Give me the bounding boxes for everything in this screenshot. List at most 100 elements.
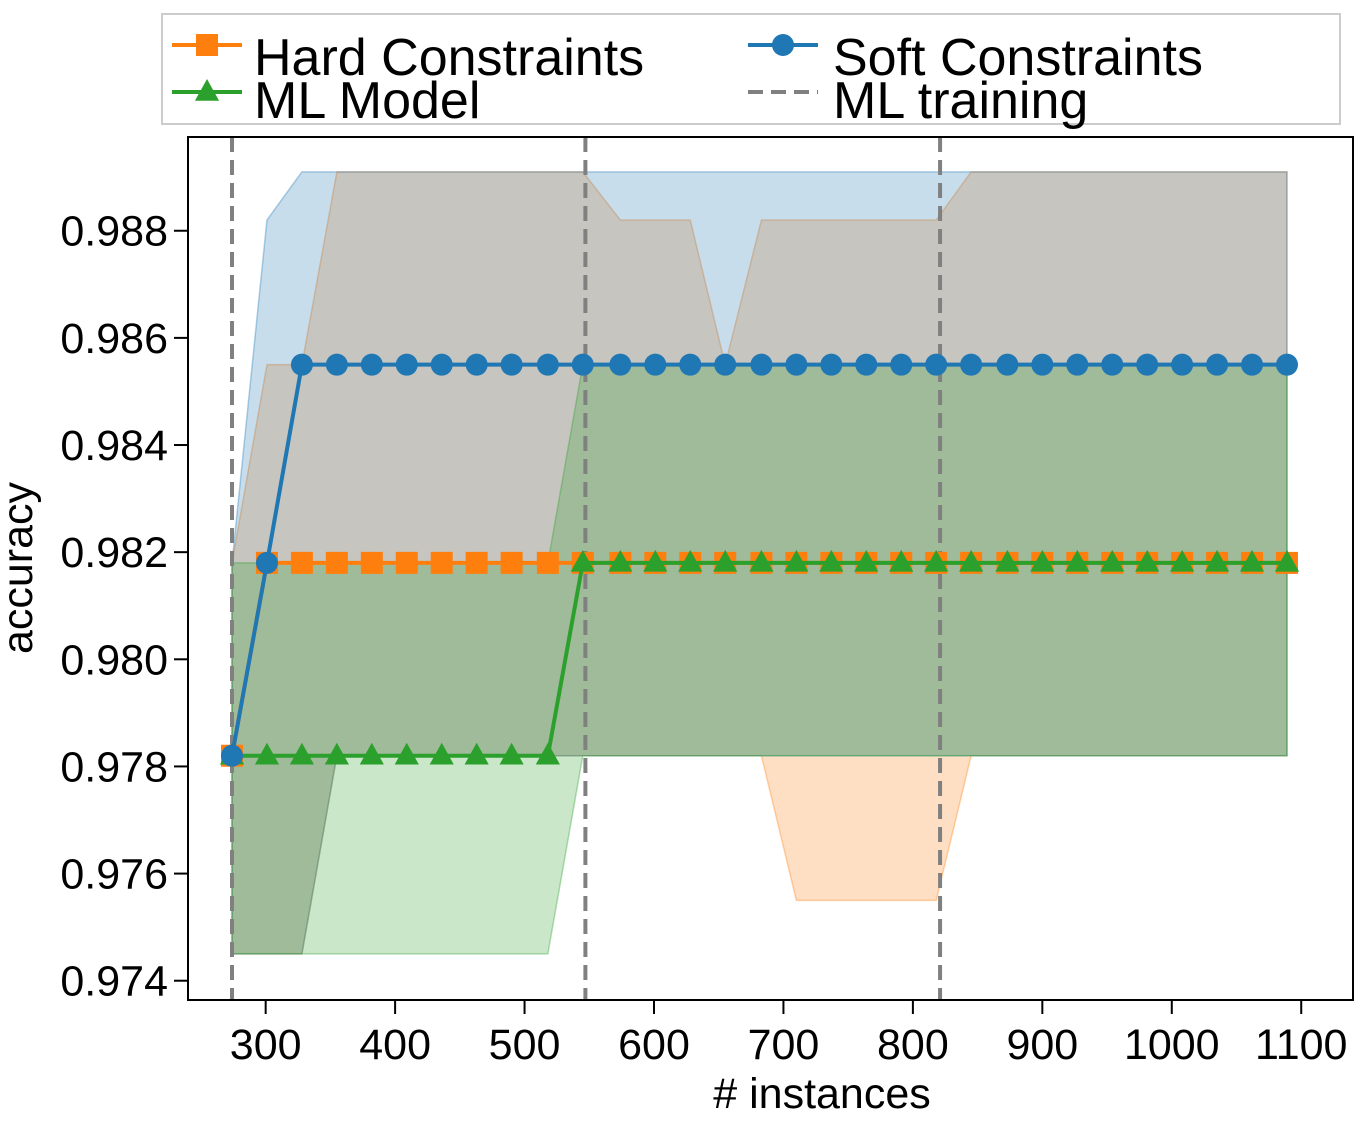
y-tick-label: 0.974 bbox=[60, 958, 168, 1006]
point-ml-model-3 bbox=[289, 742, 315, 765]
point-hard-constraints-6 bbox=[395, 551, 418, 574]
point-soft-constraints-21 bbox=[925, 353, 948, 376]
point-soft-constraints-26 bbox=[1101, 353, 1124, 376]
point-ml-model-14 bbox=[678, 549, 703, 572]
point-soft-constraints-12 bbox=[609, 353, 632, 376]
point-soft-constraints-16 bbox=[750, 353, 773, 376]
point-soft-constraints-14 bbox=[679, 353, 702, 376]
x-tick-label: 400 bbox=[359, 1021, 431, 1069]
legend: Hard Constraints Soft Constraints ML Model… bbox=[161, 13, 1341, 130]
x-tick-label: 800 bbox=[877, 1021, 949, 1069]
point-ml-model-30 bbox=[1239, 549, 1265, 572]
y-tick-label: 0.984 bbox=[60, 422, 168, 470]
point-ml-model-20 bbox=[889, 549, 914, 572]
point-soft-constraints-18 bbox=[820, 353, 843, 376]
point-soft-constraints-4 bbox=[325, 353, 348, 376]
point-ml-model-11 bbox=[570, 549, 595, 572]
legend-item-soft-constraints: Soft Constraints bbox=[748, 29, 1203, 87]
point-ml-model-29 bbox=[1204, 549, 1230, 572]
point-hard-constraints-4 bbox=[325, 551, 348, 574]
point-ml-model-12 bbox=[608, 549, 633, 572]
y-axis-label: accuracy bbox=[0, 481, 42, 654]
point-soft-constraints-27 bbox=[1136, 353, 1159, 376]
legend-frame bbox=[161, 13, 1341, 125]
point-soft-constraints-13 bbox=[644, 353, 667, 376]
point-soft-constraints-5 bbox=[360, 353, 383, 376]
x-tick-label: 1000 bbox=[1124, 1021, 1220, 1069]
point-ml-model-2 bbox=[254, 742, 280, 765]
point-ml-model-31 bbox=[1274, 549, 1300, 572]
point-hard-constraints-3 bbox=[290, 551, 313, 574]
point-hard-constraints-9 bbox=[500, 551, 523, 574]
y-tick-label: 0.978 bbox=[60, 743, 168, 791]
point-soft-constraints-1 bbox=[221, 744, 244, 767]
point-ml-model-26 bbox=[1100, 549, 1125, 572]
point-ml-model-7 bbox=[429, 742, 454, 765]
legend-label: Hard Constraints bbox=[254, 29, 644, 87]
point-ml-model-17 bbox=[784, 549, 809, 572]
x-tick-label: 1100 bbox=[1255, 1021, 1347, 1069]
point-soft-constraints-11 bbox=[571, 353, 594, 376]
point-soft-constraints-23 bbox=[996, 353, 1019, 376]
legend-label: ML Model bbox=[254, 72, 480, 130]
point-hard-constraints-10 bbox=[536, 551, 559, 574]
x-axis-label: # instances bbox=[713, 1070, 931, 1118]
point-soft-constraints-29 bbox=[1206, 353, 1229, 376]
y-tick-label: 0.988 bbox=[60, 208, 168, 256]
legend-marker bbox=[196, 34, 218, 56]
point-ml-model-9 bbox=[499, 742, 524, 765]
point-ml-model-6 bbox=[394, 742, 419, 765]
point-ml-model-21 bbox=[924, 549, 949, 572]
plot-frame bbox=[187, 136, 1354, 1001]
y-tick-label: 0.980 bbox=[60, 636, 168, 684]
point-soft-constraints-6 bbox=[395, 353, 418, 376]
point-soft-constraints-2 bbox=[255, 551, 278, 574]
legend-item-ml-training: ML training bbox=[748, 72, 1088, 130]
point-soft-constraints-25 bbox=[1066, 353, 1089, 376]
point-soft-constraints-3 bbox=[290, 353, 313, 376]
series-lines bbox=[219, 353, 1300, 767]
point-soft-constraints-7 bbox=[430, 353, 453, 376]
legend-item-ml-model: ML Model bbox=[172, 72, 480, 130]
point-hard-constraints-5 bbox=[360, 551, 383, 574]
point-soft-constraints-15 bbox=[714, 353, 737, 376]
x-axis: 300 400 500 600 700 800 900 1000 1100 bbox=[230, 1000, 1347, 1069]
point-soft-constraints-19 bbox=[855, 353, 878, 376]
x-tick-label: 700 bbox=[748, 1021, 820, 1069]
point-ml-model-16 bbox=[749, 549, 774, 572]
legend-item-hard-constraints: Hard Constraints bbox=[172, 29, 644, 87]
legend-marker bbox=[772, 34, 794, 56]
point-ml-model-4 bbox=[324, 742, 349, 765]
point-soft-constraints-20 bbox=[890, 353, 913, 376]
y-tick-label: 0.982 bbox=[60, 529, 168, 577]
point-soft-constraints-30 bbox=[1241, 353, 1264, 376]
point-ml-model-15 bbox=[713, 549, 738, 572]
point-soft-constraints-9 bbox=[500, 353, 523, 376]
point-ml-model-5 bbox=[359, 742, 384, 765]
point-hard-constraints-7 bbox=[430, 551, 453, 574]
point-ml-model-22 bbox=[959, 549, 984, 572]
point-soft-constraints-17 bbox=[785, 353, 808, 376]
point-soft-constraints-8 bbox=[465, 353, 488, 376]
legend-label: ML training bbox=[833, 72, 1088, 130]
point-ml-model-8 bbox=[464, 742, 489, 765]
point-ml-model-25 bbox=[1065, 549, 1090, 572]
point-ml-model-28 bbox=[1170, 549, 1195, 572]
point-soft-constraints-28 bbox=[1171, 353, 1194, 376]
x-tick-label: 900 bbox=[1006, 1021, 1078, 1069]
point-ml-model-19 bbox=[854, 549, 879, 572]
y-tick-label: 0.986 bbox=[60, 315, 168, 363]
y-axis: 0.974 0.976 0.978 0.980 0.982 0.984 0.986 0.988 bbox=[60, 208, 188, 1006]
point-soft-constraints-24 bbox=[1031, 353, 1054, 376]
legend-label: Soft Constraints bbox=[833, 29, 1203, 87]
point-ml-model-10 bbox=[535, 742, 560, 765]
legend-marker bbox=[194, 79, 220, 101]
point-ml-model-23 bbox=[995, 549, 1020, 572]
x-tick-label: 500 bbox=[489, 1021, 561, 1069]
point-soft-constraints-10 bbox=[536, 353, 559, 376]
point-ml-model-18 bbox=[819, 549, 844, 572]
y-tick-label: 0.976 bbox=[60, 851, 168, 899]
point-soft-constraints-22 bbox=[960, 353, 983, 376]
